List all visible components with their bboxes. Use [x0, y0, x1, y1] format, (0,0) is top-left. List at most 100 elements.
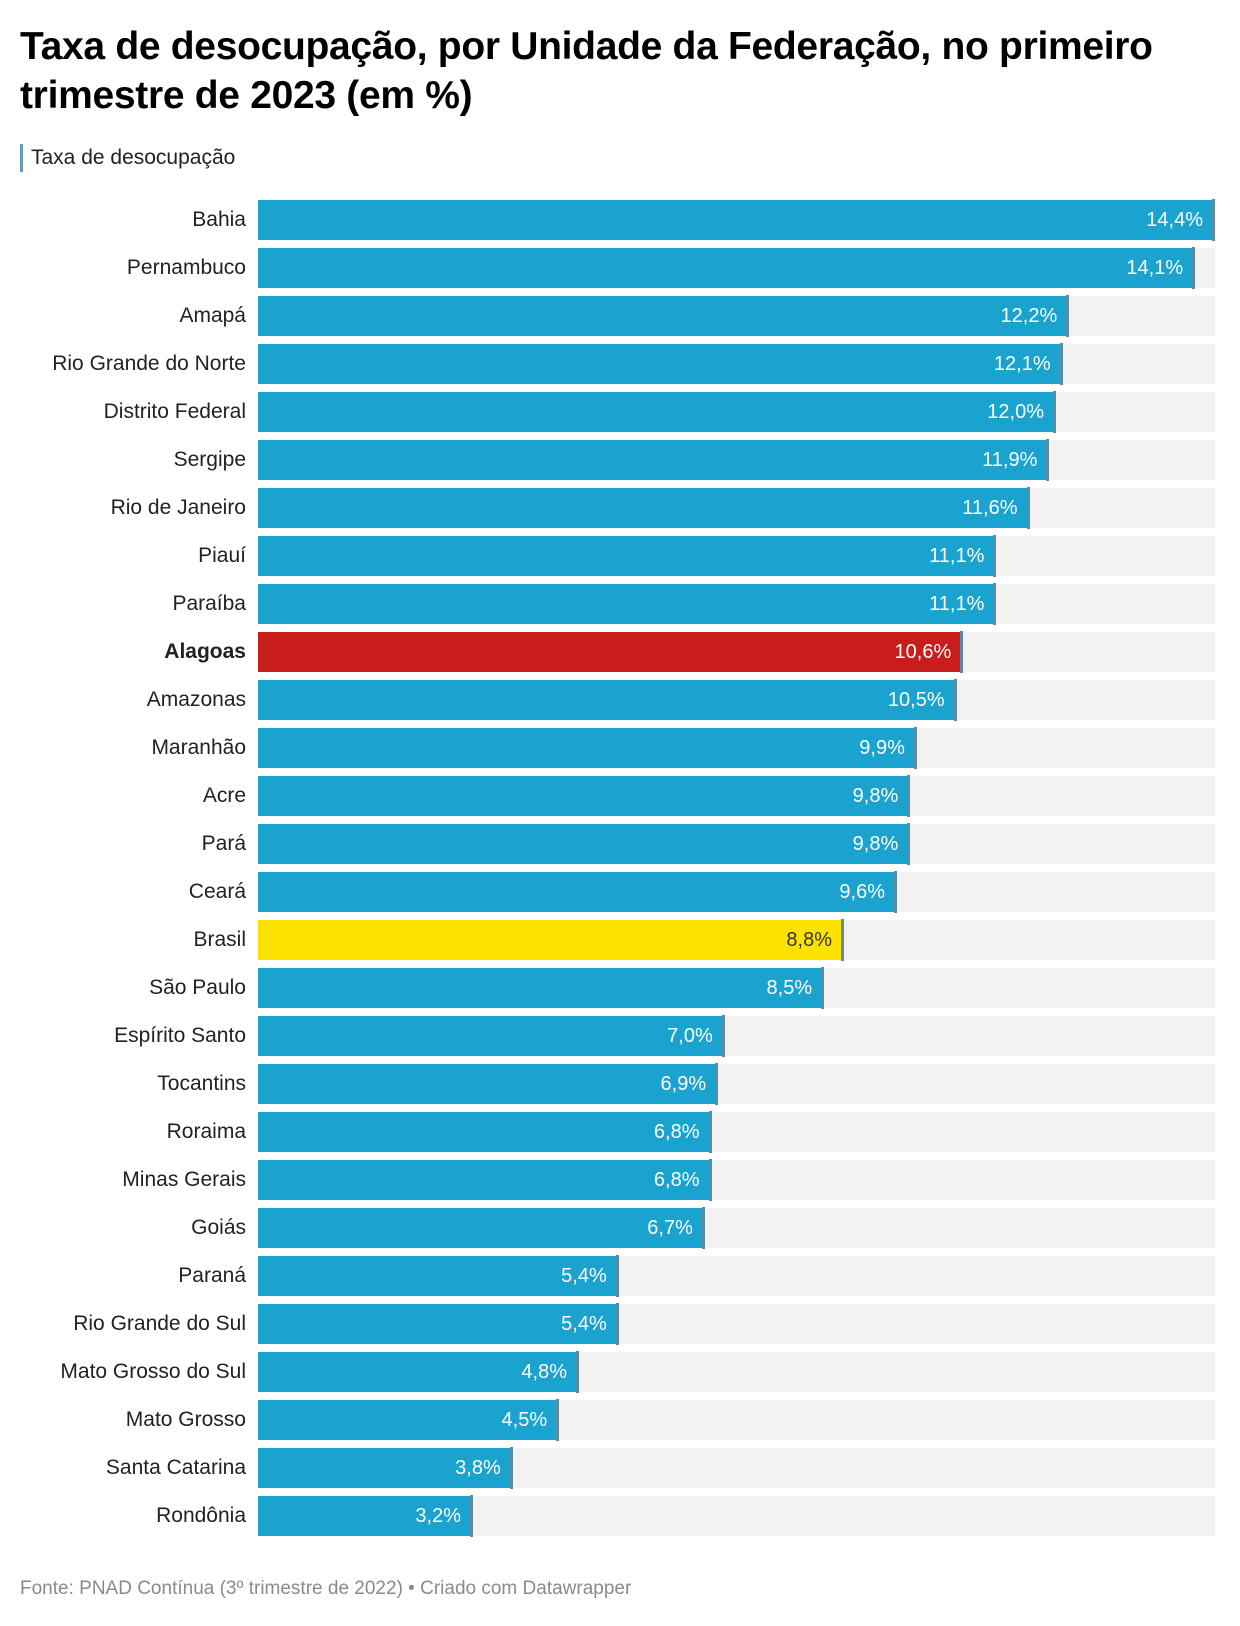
legend: Taxa de desocupação [20, 143, 235, 173]
value-label: 4,8% [521, 1361, 567, 1383]
bar-end-marker [509, 1447, 513, 1489]
value-label: 9,6% [839, 881, 885, 903]
bar-end-marker [1059, 343, 1063, 385]
category-label: Amapá [179, 304, 246, 327]
bar-mato-grosso-do-sul [258, 1352, 576, 1392]
bar-end-marker [907, 775, 911, 817]
category-label: Tocantins [157, 1072, 246, 1095]
bar-end-marker [721, 1015, 725, 1057]
bar-end-marker [615, 1303, 619, 1345]
value-label: 11,1% [929, 545, 985, 567]
value-label: 6,8% [653, 1121, 700, 1143]
bar-end-marker [715, 1063, 719, 1105]
bar-end-marker [1192, 247, 1196, 289]
value-label: 6,9% [660, 1073, 707, 1095]
bar-end-marker [556, 1399, 560, 1441]
bar-end-marker [576, 1351, 579, 1393]
value-label: 11,9% [982, 449, 1038, 471]
value-label: 12,1% [993, 353, 1051, 375]
bar-end-marker [841, 919, 844, 961]
category-label: Minas Gerais [122, 1168, 246, 1191]
category-label: Rio de Janeiro [110, 496, 246, 519]
value-label: 8,8% [786, 929, 832, 951]
category-label: Espírito Santo [114, 1024, 246, 1047]
bar-goias [258, 1208, 702, 1248]
category-label: Roraima [166, 1120, 246, 1143]
bar-rio-grande-do-sul [258, 1304, 616, 1344]
bar-end-marker [701, 1207, 705, 1249]
value-label: 7,0% [667, 1025, 713, 1047]
bar-end-marker [708, 1111, 712, 1153]
value-label: 12,2% [1000, 305, 1058, 327]
bar-end-marker [1053, 391, 1056, 433]
bar-chart: Bahia 14,4% Pernambuco 14,1% Amapá 12,2% Rio G… [52, 199, 1215, 1537]
value-label: 5,4% [561, 1265, 607, 1287]
category-label: Amazonas [146, 688, 246, 711]
value-label: 10,5% [887, 689, 945, 711]
bar-espirito-santo [258, 1016, 722, 1056]
bar-end-marker [907, 823, 911, 865]
bar-acre [258, 776, 908, 816]
value-label: 8,5% [766, 977, 813, 999]
category-label: Ceará [188, 880, 246, 903]
legend-swatch [20, 144, 23, 172]
value-label: 12,0% [987, 401, 1044, 423]
bar-brasil [258, 920, 841, 960]
bar-para [258, 824, 908, 864]
bar-sao-paulo [258, 968, 822, 1008]
value-label: 3,8% [455, 1457, 501, 1479]
value-label: 11,6% [962, 497, 1018, 519]
bar-maranhao [258, 728, 914, 768]
bar-end-marker [1046, 439, 1050, 481]
bar-santa-catarina [258, 1448, 510, 1488]
category-label: Rondônia [156, 1504, 246, 1527]
bar-end-marker [953, 679, 957, 721]
bar-end-marker [894, 871, 897, 913]
value-label: 9,8% [852, 785, 899, 807]
bar-end-marker [1026, 487, 1030, 529]
value-label: 4,5% [501, 1409, 548, 1431]
bar-parana [258, 1256, 616, 1296]
category-label: Rio Grande do Norte [52, 352, 246, 375]
category-label: Mato Grosso do Sul [60, 1360, 246, 1383]
category-label: Distrito Federal [103, 400, 246, 423]
bar-alagoas [258, 632, 961, 672]
category-label: Goiás [191, 1216, 246, 1239]
bar-end-marker [821, 967, 825, 1009]
category-label: Sergipe [173, 448, 246, 471]
bar-piaui [258, 536, 994, 576]
category-label: Acre [202, 784, 246, 807]
category-label: Piauí [198, 544, 246, 567]
bar-ceara [258, 872, 894, 912]
bar-end-marker [993, 583, 997, 625]
value-label: 9,8% [852, 833, 899, 855]
value-label: 6,8% [653, 1169, 700, 1191]
bar-end-marker [1066, 295, 1070, 337]
category-label: Bahia [192, 208, 246, 231]
value-label: 6,7% [647, 1217, 693, 1239]
bar-sergipe [258, 440, 1047, 480]
bar-end-marker [470, 1495, 473, 1537]
bar-paraiba [258, 584, 994, 624]
bar-end-marker [615, 1255, 619, 1297]
value-label: 3,2% [415, 1505, 461, 1527]
value-label: 14,4% [1146, 209, 1203, 231]
category-label: Pará [201, 832, 246, 855]
value-label: 11,1% [929, 593, 985, 615]
legend-label: Taxa de desocupação [31, 146, 236, 169]
bar-roraima [258, 1112, 709, 1152]
category-label: Santa Catarina [105, 1456, 246, 1479]
bar-end-marker [960, 631, 964, 673]
bar-rio-de-janeiro [258, 488, 1027, 528]
bar-end-marker [993, 535, 997, 577]
category-label: São Paulo [149, 976, 246, 999]
source-footer: Fonte: PNAD Contínua (3º trimestre de 20… [20, 1578, 632, 1599]
bar-end-marker [1212, 199, 1215, 241]
value-label: 14,1% [1126, 257, 1184, 279]
category-label: Brasil [193, 928, 246, 951]
value-label: 10,6% [894, 641, 952, 663]
bar-rondonia [258, 1496, 470, 1536]
bar-tocantins [258, 1064, 716, 1104]
bar-pernambuco [258, 248, 1193, 288]
bar-distrito-federal [258, 392, 1053, 432]
